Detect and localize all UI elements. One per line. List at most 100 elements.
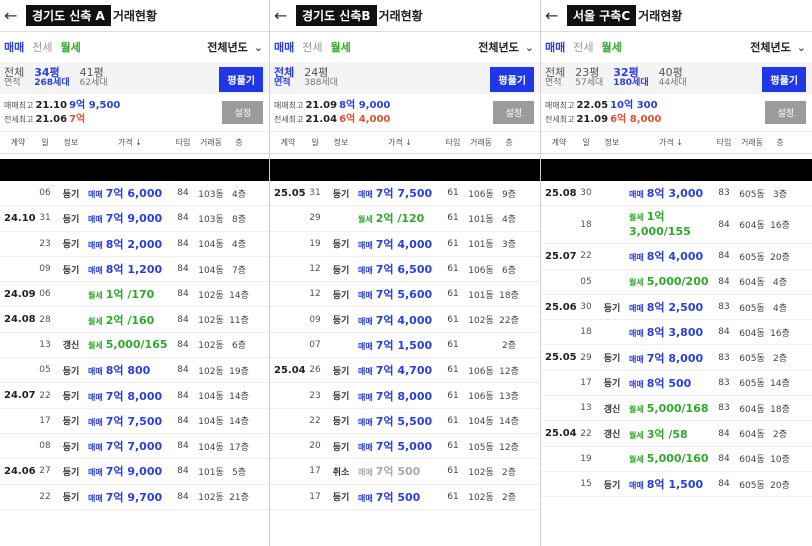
unit-type: 84 bbox=[718, 479, 730, 490]
tab-sale[interactable]: 매매 bbox=[274, 41, 295, 54]
pyeong-button[interactable]: 평풀기 bbox=[490, 67, 534, 92]
table-row[interactable]: 17 등기 매매 7억 7,500 84 104동 14층 bbox=[0, 409, 269, 434]
year-select[interactable]: 전체년도 bbox=[478, 41, 519, 54]
table-row[interactable]: 05 월세 5,000/200 84 604동 4층 bbox=[541, 270, 812, 295]
tab-jeonse[interactable]: 전세 bbox=[302, 41, 323, 54]
tab-monthly[interactable]: 월세 bbox=[60, 41, 81, 54]
table-row[interactable]: 25.06 30 등기 매매 8억 2,500 83 605동 4층 bbox=[541, 295, 812, 321]
area-option[interactable]: 전체 면적 bbox=[274, 67, 294, 89]
table-row[interactable]: 20 등기 매매 7억 5,000 61 105동 12층 bbox=[270, 434, 540, 460]
contract-month: 24.08 bbox=[4, 314, 36, 326]
building: 102동 bbox=[198, 290, 224, 301]
deal-kind: 매매 bbox=[358, 266, 373, 276]
table-row[interactable]: 23 등기 매매 7억 8,000 61 106동 13층 bbox=[270, 383, 540, 409]
deal-kind: 매매 bbox=[358, 190, 373, 200]
area-option[interactable]: 전체 면적 bbox=[4, 67, 24, 89]
table-row[interactable]: 18 월세 1억 3,000/155 84 604동 16층 bbox=[541, 206, 812, 245]
area-option[interactable]: 41평 62세대 bbox=[80, 67, 108, 89]
chevron-down-icon[interactable]: ⌄ bbox=[524, 40, 534, 54]
building: 605동 bbox=[739, 354, 765, 365]
table-row[interactable]: 25.07 22 매매 8억 4,000 84 605동 20층 bbox=[541, 244, 812, 270]
area-option[interactable]: 24평 388세대 bbox=[304, 67, 338, 89]
table-row[interactable]: 24.06 27 등기 매매 7억 9,000 84 101동 5층 bbox=[0, 459, 269, 485]
max-sale-date: 21.10 bbox=[35, 100, 68, 111]
pyeong-button[interactable]: 평풀기 bbox=[762, 67, 806, 92]
table-row[interactable]: 17 등기 매매 8억 500 83 605동 14층 bbox=[541, 371, 812, 397]
table-row[interactable]: 12 등기 매매 7억 6,500 61 106동 6층 bbox=[270, 257, 540, 283]
table-row[interactable]: 07 매매 7억 1,500 61 2층 bbox=[270, 333, 540, 359]
table-row[interactable]: 13 갱신 월세 5,000/165 84 102동 6층 bbox=[0, 333, 269, 359]
building: 106동 bbox=[468, 392, 494, 403]
table-row[interactable]: 12 등기 매매 7억 5,600 61 101동 18층 bbox=[270, 282, 540, 308]
deal-kind: 월세 bbox=[88, 341, 103, 351]
back-arrow-icon[interactable]: ← bbox=[274, 6, 288, 25]
table-row[interactable]: 15 등기 매매 8억 1,500 84 605동 20층 bbox=[541, 472, 812, 498]
column-header[interactable]: 가격 ↓ bbox=[659, 138, 683, 147]
unit-type: 84 bbox=[177, 213, 189, 224]
price-amount: 8억 3,000 bbox=[646, 187, 704, 201]
table-row[interactable]: 24.07 22 등기 매매 7억 8,000 84 104동 14층 bbox=[0, 383, 269, 409]
area-option[interactable]: 40평 44세대 bbox=[659, 67, 687, 89]
table-row[interactable]: 25.05 29 등기 매매 7억 8,000 83 605동 2층 bbox=[541, 345, 812, 371]
settings-button[interactable]: 설정 bbox=[222, 101, 263, 124]
table-row[interactable]: 22 등기 매매 7억 5,500 61 104동 14층 bbox=[270, 409, 540, 434]
tab-jeonse[interactable]: 전세 bbox=[32, 41, 53, 54]
back-arrow-icon[interactable]: ← bbox=[545, 6, 559, 25]
unit-type: 84 bbox=[718, 276, 730, 287]
area-size: 전체 bbox=[274, 66, 295, 79]
table-row[interactable]: 23 등기 매매 8억 2,000 84 104동 4층 bbox=[0, 232, 269, 257]
settings-button[interactable]: 설정 bbox=[765, 101, 806, 124]
table-row[interactable]: 06 등기 매매 7억 6,000 84 103동 4층 bbox=[0, 181, 269, 207]
tab-sale[interactable]: 매매 bbox=[545, 41, 566, 54]
area-option[interactable]: 34평 268세대 bbox=[34, 67, 69, 89]
deal-kind: 월세 bbox=[629, 455, 644, 465]
area-option[interactable]: 23평 57세대 bbox=[575, 67, 603, 89]
column-header: 타입 bbox=[445, 138, 461, 147]
tab-jeonse[interactable]: 전세 bbox=[573, 41, 594, 54]
back-arrow-icon[interactable]: ← bbox=[4, 6, 18, 25]
table-row[interactable]: 17 등기 매매 7억 500 61 102동 2층 bbox=[270, 485, 540, 510]
table-row[interactable]: 17 취소 매매 7억 500 61 102동 2층 bbox=[270, 459, 540, 485]
tab-sale[interactable]: 매매 bbox=[4, 41, 25, 54]
table-row[interactable]: 09 등기 매매 7억 4,000 61 102동 22층 bbox=[270, 307, 540, 333]
table-row[interactable]: 25.04 22 갱신 월세 3억 /58 84 604동 2층 bbox=[541, 421, 812, 447]
table-row[interactable]: 25.05 31 등기 매매 7억 7,500 61 106동 9층 bbox=[270, 181, 540, 207]
unit-type: 84 bbox=[177, 365, 189, 376]
year-select[interactable]: 전체년도 bbox=[207, 41, 248, 54]
settings-button[interactable]: 설정 bbox=[493, 101, 534, 124]
area-option[interactable]: 전체 면적 bbox=[545, 67, 565, 89]
column-header[interactable]: 가격 ↓ bbox=[118, 138, 142, 147]
table-row[interactable]: 22 등기 매매 7억 9,700 84 102동 21층 bbox=[0, 485, 269, 510]
table-row[interactable]: 05 등기 매매 8억 800 84 102동 19층 bbox=[0, 358, 269, 384]
chevron-down-icon[interactable]: ⌄ bbox=[796, 40, 806, 54]
area-option[interactable]: 32평 180세대 bbox=[613, 67, 648, 89]
tab-monthly[interactable]: 월세 bbox=[330, 41, 351, 54]
table-row[interactable]: 25.08 30 매매 8억 3,000 83 605동 3층 bbox=[541, 181, 812, 207]
floor: 11층 bbox=[229, 316, 249, 327]
table-row[interactable]: 18 매매 8억 3,800 84 604동 16층 bbox=[541, 320, 812, 346]
table-row[interactable]: 19 월세 5,000/160 84 604동 10층 bbox=[541, 447, 812, 472]
max-sale-date: 22.05 bbox=[576, 100, 609, 111]
table-row[interactable]: 13 갱신 월세 5,000/168 83 604동 18층 bbox=[541, 396, 812, 422]
table-row[interactable]: 24.10 31 등기 매매 7억 9,000 84 103동 8층 bbox=[0, 206, 269, 232]
table-row[interactable]: 25.04 26 등기 매매 7억 4,700 61 106동 12층 bbox=[270, 358, 540, 384]
contract-month: 25.04 bbox=[274, 364, 306, 376]
chevron-down-icon[interactable]: ⌄ bbox=[253, 40, 263, 54]
deal-info: 갱신 bbox=[603, 404, 621, 415]
deal-kind: 월세 bbox=[88, 291, 103, 301]
tab-monthly[interactable]: 월세 bbox=[601, 41, 622, 54]
year-select[interactable]: 전체년도 bbox=[750, 41, 791, 54]
table-row[interactable]: 24.08 28 월세 2억 /160 84 102동 11층 bbox=[0, 307, 269, 333]
table-row[interactable]: 19 등기 매매 7억 4,000 61 101동 3층 bbox=[270, 232, 540, 257]
deal-price: 월세 5,000/165 bbox=[88, 338, 172, 351]
table-row[interactable]: 29 월세 2억 /120 61 101동 4층 bbox=[270, 206, 540, 232]
building: 604동 bbox=[739, 430, 765, 441]
column-header[interactable]: 가격 ↓ bbox=[388, 138, 412, 147]
table-row[interactable]: 09 등기 매매 8억 1,200 84 104동 7층 bbox=[0, 257, 269, 283]
pyeong-button[interactable]: 평풀기 bbox=[219, 67, 263, 92]
table-row[interactable]: 08 등기 매매 7억 7,000 84 104동 17층 bbox=[0, 434, 269, 460]
table-row[interactable]: 24.09 06 월세 1억 /170 84 102동 14층 bbox=[0, 282, 269, 308]
area-size: 전체 bbox=[545, 66, 566, 79]
deal-kind: 매매 bbox=[358, 493, 373, 503]
transaction-panel: ← 경기도 신축B 거래현황 매매 전세 월세 전체년도 ⌄ 전체 면적 24평 388세대 평풀기 매… bbox=[270, 0, 541, 546]
